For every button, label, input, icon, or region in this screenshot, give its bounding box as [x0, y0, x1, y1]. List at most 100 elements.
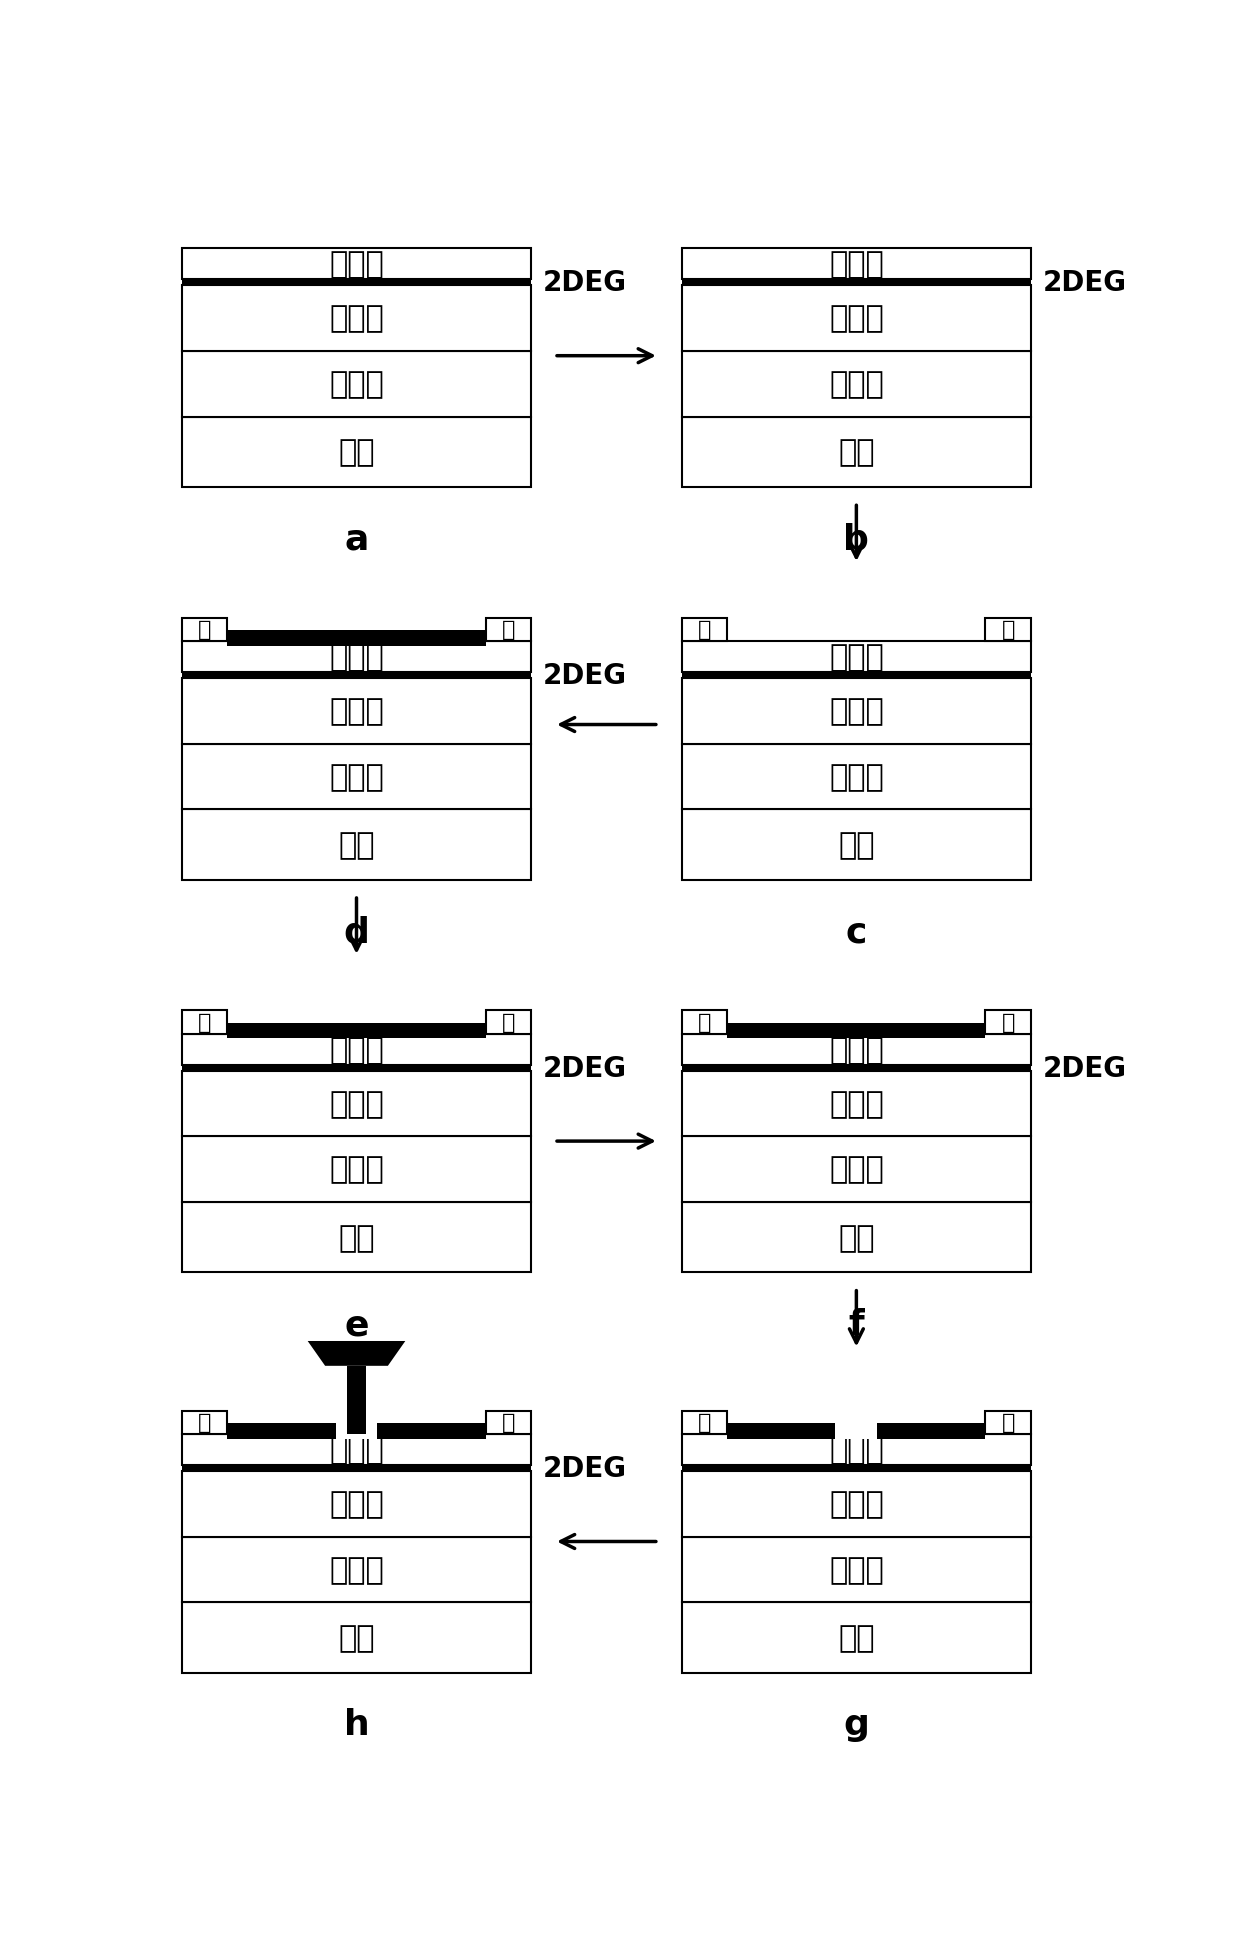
- Text: 源: 源: [698, 1013, 712, 1032]
- Text: 2DEG: 2DEG: [543, 1455, 626, 1482]
- Bar: [682, 249, 1030, 281]
- Text: 缓冲层: 缓冲层: [329, 1490, 384, 1519]
- Text: 漏: 漏: [501, 1013, 515, 1032]
- Bar: [986, 1410, 1030, 1434]
- Bar: [728, 1424, 836, 1440]
- Text: h: h: [343, 1708, 370, 1742]
- Text: 缓冲层: 缓冲层: [830, 1490, 884, 1519]
- Bar: [682, 1071, 1030, 1138]
- Text: 势垒层: 势垒层: [329, 1436, 384, 1465]
- Text: 成核层: 成核层: [830, 370, 884, 399]
- Polygon shape: [308, 1342, 405, 1366]
- Text: 势垒层: 势垒层: [329, 1034, 384, 1064]
- Bar: [182, 1138, 531, 1202]
- Text: 衬底: 衬底: [339, 1223, 374, 1253]
- Bar: [486, 1011, 531, 1034]
- Bar: [486, 618, 531, 641]
- Bar: [182, 1034, 531, 1066]
- Bar: [182, 744, 531, 810]
- Text: 成核层: 成核层: [329, 370, 384, 399]
- Bar: [682, 672, 1030, 678]
- Text: 成核层: 成核层: [329, 762, 384, 791]
- Bar: [682, 1202, 1030, 1272]
- Text: 势垒层: 势垒层: [830, 1034, 884, 1064]
- Bar: [682, 641, 1030, 672]
- Bar: [182, 1434, 531, 1465]
- Text: 势垒层: 势垒层: [329, 643, 384, 672]
- Text: 源: 源: [698, 1412, 712, 1432]
- Text: b: b: [843, 522, 869, 557]
- Bar: [728, 1023, 986, 1038]
- Text: a: a: [345, 522, 368, 557]
- Bar: [728, 1424, 986, 1440]
- Bar: [486, 1410, 531, 1434]
- Text: 2DEG: 2DEG: [543, 1054, 626, 1083]
- Bar: [682, 1434, 1030, 1465]
- Bar: [682, 810, 1030, 880]
- Bar: [682, 1410, 728, 1434]
- Bar: [682, 1066, 1030, 1071]
- Text: 缓冲层: 缓冲层: [830, 304, 884, 333]
- Bar: [182, 1537, 531, 1603]
- Bar: [182, 249, 531, 281]
- Text: g: g: [843, 1708, 869, 1742]
- Bar: [878, 1424, 986, 1440]
- Text: c: c: [846, 916, 867, 949]
- Bar: [682, 1138, 1030, 1202]
- Bar: [227, 631, 486, 647]
- Text: 势垒层: 势垒层: [830, 249, 884, 279]
- Text: 衬底: 衬底: [339, 438, 374, 468]
- Text: 成核层: 成核层: [830, 762, 884, 791]
- Bar: [682, 1537, 1030, 1603]
- Bar: [227, 1424, 486, 1440]
- Bar: [182, 286, 531, 353]
- Text: 2DEG: 2DEG: [1043, 269, 1126, 298]
- Bar: [182, 353, 531, 417]
- Text: 衬底: 衬底: [339, 1623, 374, 1652]
- Bar: [227, 1424, 486, 1440]
- Bar: [682, 1465, 1030, 1471]
- Bar: [182, 1011, 227, 1034]
- Text: 衬底: 衬底: [838, 830, 874, 859]
- Text: 漏: 漏: [1002, 1013, 1014, 1032]
- Bar: [682, 678, 1030, 744]
- Bar: [182, 1071, 531, 1138]
- Text: d: d: [343, 916, 370, 949]
- Text: 衬底: 衬底: [838, 1223, 874, 1253]
- Bar: [682, 1471, 1030, 1537]
- Text: 势垒层: 势垒层: [329, 249, 384, 279]
- Text: 缓冲层: 缓冲层: [329, 304, 384, 333]
- Text: 衬底: 衬底: [339, 830, 374, 859]
- Text: 源: 源: [698, 619, 712, 641]
- Text: f: f: [848, 1307, 864, 1342]
- Text: 漏: 漏: [501, 619, 515, 641]
- Bar: [182, 672, 531, 678]
- Text: 成核层: 成核层: [830, 1555, 884, 1584]
- Text: 衬底: 衬底: [838, 438, 874, 468]
- Text: e: e: [345, 1307, 368, 1342]
- Text: 成核层: 成核层: [830, 1155, 884, 1184]
- Bar: [182, 1410, 227, 1434]
- Text: 衬底: 衬底: [838, 1623, 874, 1652]
- Bar: [182, 641, 531, 672]
- Bar: [182, 417, 531, 487]
- Text: 源: 源: [198, 1412, 212, 1432]
- Text: 2DEG: 2DEG: [543, 662, 626, 690]
- Bar: [986, 618, 1030, 641]
- Text: 源: 源: [198, 1013, 212, 1032]
- Text: 势垒层: 势垒层: [830, 1436, 884, 1465]
- Text: 漏: 漏: [1002, 619, 1014, 641]
- Bar: [682, 417, 1030, 487]
- Text: 2DEG: 2DEG: [1043, 1054, 1126, 1083]
- Text: 2DEG: 2DEG: [543, 269, 626, 298]
- Bar: [728, 1424, 986, 1440]
- Bar: [682, 1011, 728, 1034]
- Bar: [182, 618, 227, 641]
- Bar: [682, 286, 1030, 353]
- Bar: [682, 618, 728, 641]
- Bar: [728, 1424, 836, 1440]
- Bar: [682, 353, 1030, 417]
- Bar: [986, 1011, 1030, 1034]
- Bar: [182, 281, 531, 286]
- Bar: [182, 1202, 531, 1272]
